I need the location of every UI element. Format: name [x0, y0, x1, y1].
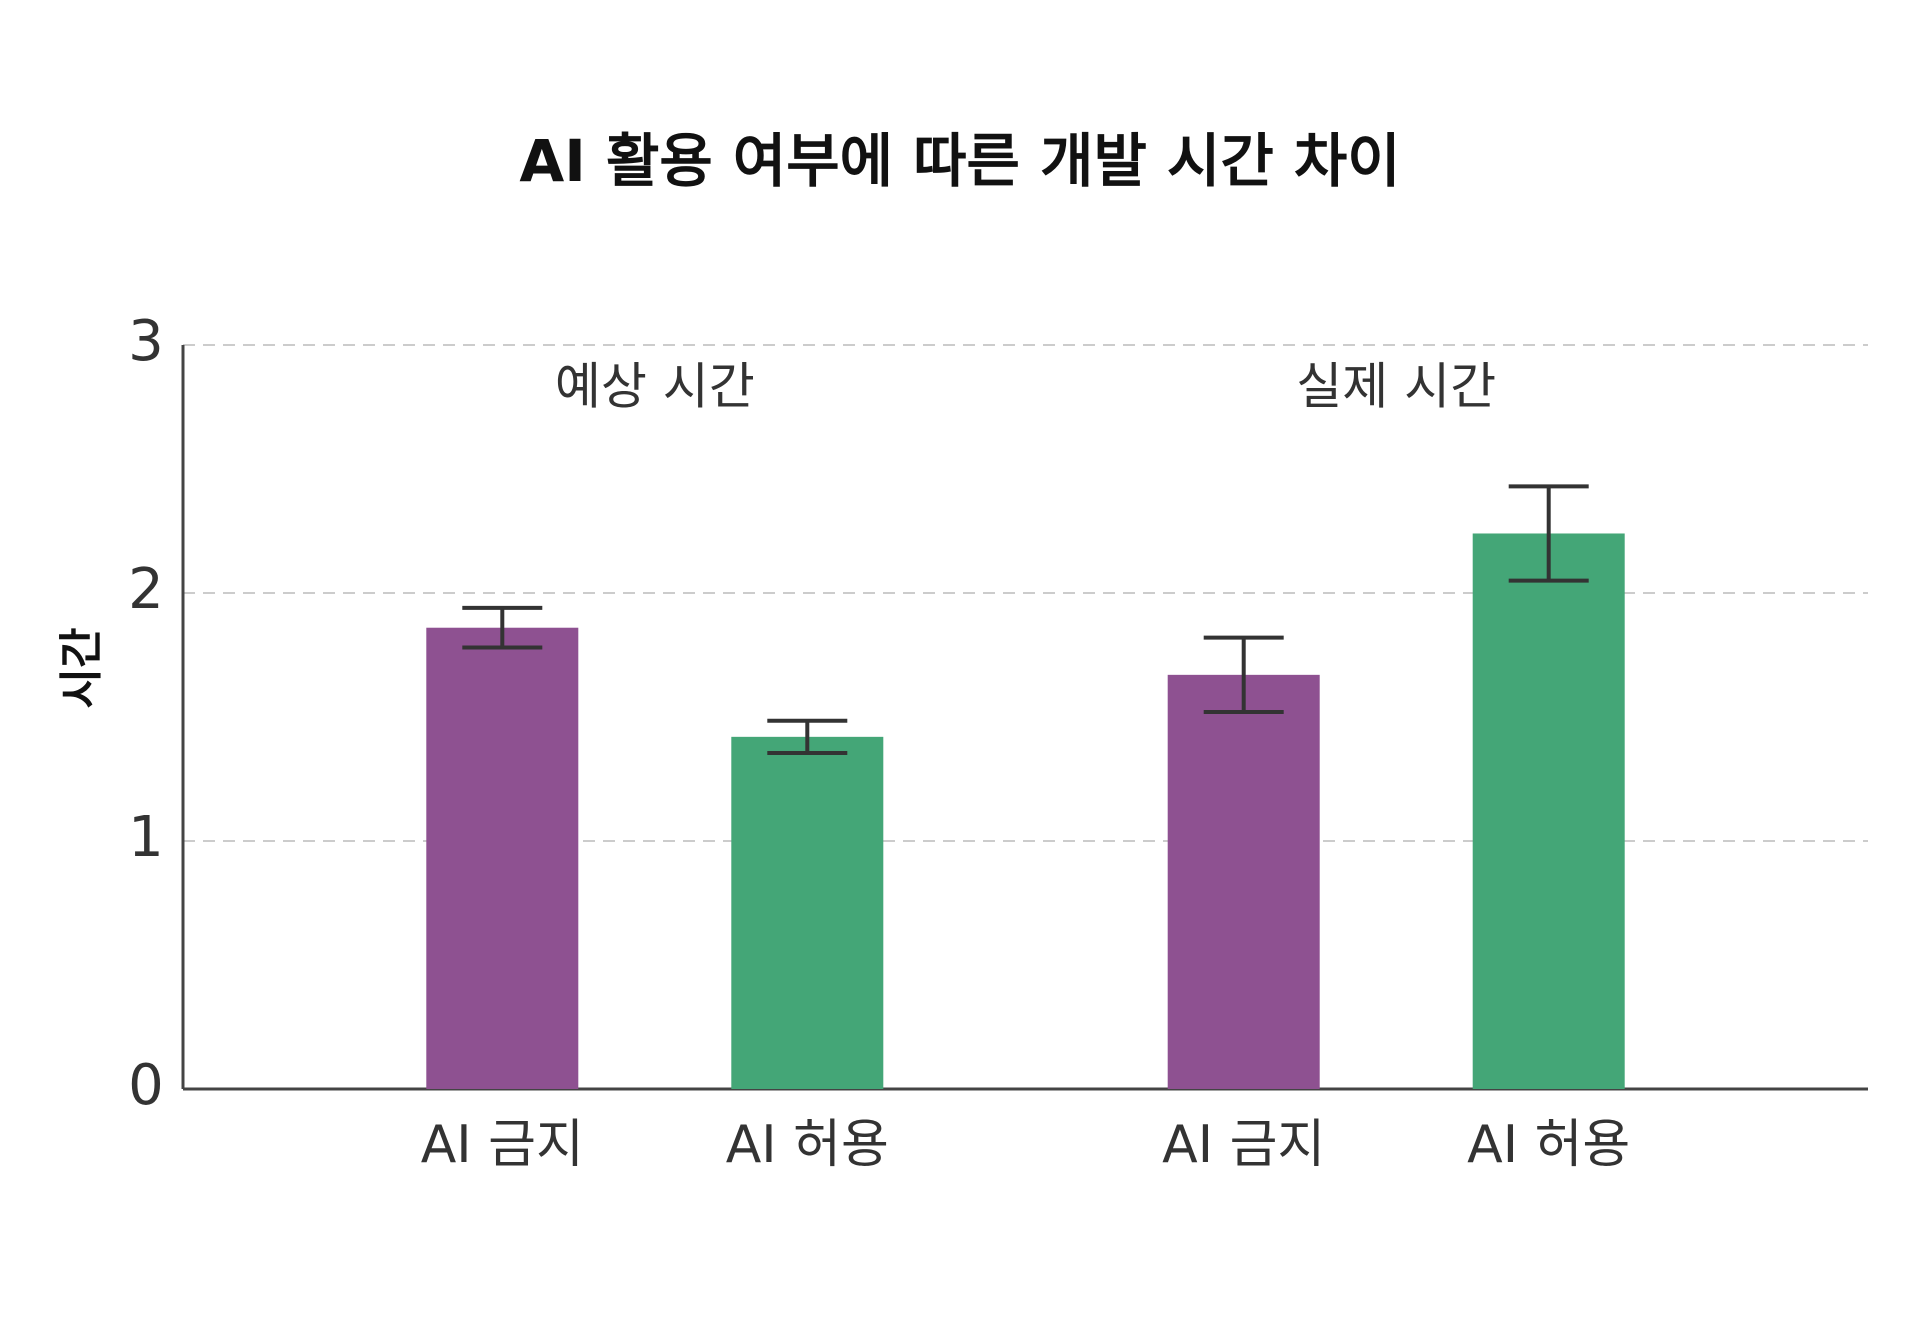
y-tick-label: 3 [128, 309, 164, 374]
x-tick-label: AI 금지 [421, 1115, 584, 1175]
group-label: 실제 시간 [1296, 358, 1496, 416]
x-tick-label: AI 금지 [1162, 1115, 1325, 1175]
group-label: 예상 시간 [555, 358, 755, 416]
x-tick-label: AI 허용 [726, 1115, 889, 1175]
y-tick-label: 1 [128, 805, 164, 870]
bar [1167, 674, 1320, 1089]
y-tick-label: 0 [128, 1053, 164, 1118]
bar [731, 736, 884, 1089]
bar [426, 627, 579, 1089]
chart-title: AI 활용 여부에 따른 개발 시간 차이 [519, 127, 1400, 195]
y-tick-label: 2 [128, 557, 164, 622]
x-tick-label: AI 허용 [1467, 1115, 1630, 1175]
bar [1472, 533, 1625, 1089]
y-axis-label: 시간 [56, 628, 107, 709]
